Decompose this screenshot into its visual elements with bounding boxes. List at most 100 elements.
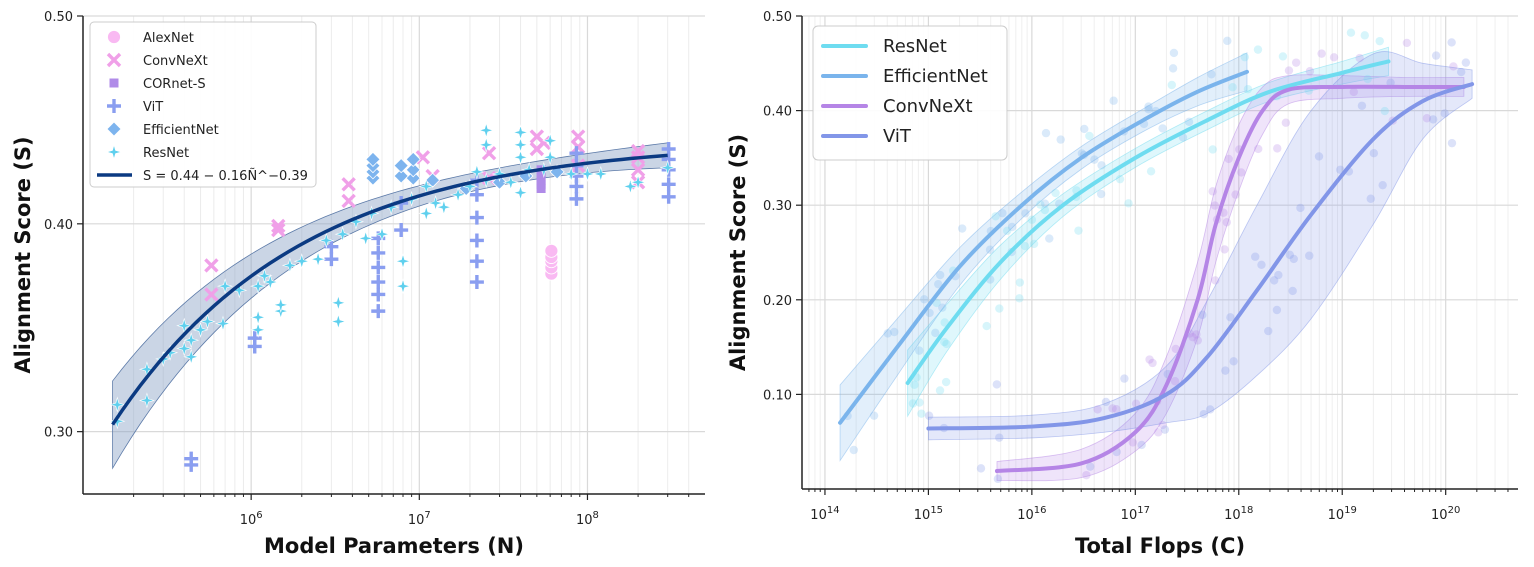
resnet-point xyxy=(109,396,126,413)
resnet-point xyxy=(592,165,609,183)
convnext-point xyxy=(341,177,356,192)
resnet-point xyxy=(542,149,559,166)
legend-label-resnet: ResNet xyxy=(883,36,947,57)
legend-marker-cornet-s xyxy=(109,78,119,88)
efficientnet-sample-point xyxy=(1169,48,1179,58)
convnext-sample-point xyxy=(1402,38,1412,48)
resnet-point xyxy=(435,199,452,216)
convnext-sample-point xyxy=(1170,377,1180,386)
vit-point xyxy=(371,275,386,290)
vit-sample-point xyxy=(1257,260,1266,270)
x-tick-label: 1016 xyxy=(1017,505,1046,523)
convnext-sample-point xyxy=(1273,144,1282,153)
resnet-point xyxy=(418,205,435,222)
x-tick-label: 1018 xyxy=(1224,505,1253,523)
convnext-sample-point xyxy=(1158,420,1167,430)
resnet-sample-point xyxy=(1051,188,1060,198)
y-tick-label: 0.30 xyxy=(763,199,792,214)
convnext-sample-point xyxy=(1188,332,1197,342)
efficientnet-sample-point xyxy=(938,303,947,312)
resnet-point xyxy=(563,165,580,183)
convnext-sample-point xyxy=(1291,58,1301,67)
legend-marker-vit xyxy=(107,99,121,113)
convnext-sample-point xyxy=(1210,201,1220,210)
legend-marker-resnet xyxy=(105,143,123,161)
resnet-sample-point xyxy=(1002,226,1012,235)
legend-label-vit: ViT xyxy=(883,126,912,147)
efficientnet-sample-point xyxy=(849,445,858,455)
convnext-point xyxy=(630,162,646,177)
resnet-sample-point xyxy=(1375,36,1384,46)
convnext-sample-point xyxy=(1108,404,1117,413)
resnet-point xyxy=(629,174,647,191)
convnext-sample-point xyxy=(1349,87,1358,97)
right-legend: ResNet EfficientNet ConvNeXt ViT xyxy=(812,25,1008,161)
vit-sample-point xyxy=(1198,310,1207,320)
vit-sample-point xyxy=(1461,58,1471,67)
vit-sample-point xyxy=(1378,180,1387,190)
x-tick-label: 106 xyxy=(240,510,263,528)
scatter-vit xyxy=(924,38,1471,484)
band-convnext xyxy=(996,74,1465,482)
vit-sample-point xyxy=(1314,152,1324,161)
convnext-point xyxy=(536,135,552,150)
x-tick-label: 1014 xyxy=(810,505,839,523)
legend-frame xyxy=(89,21,317,188)
vit-point xyxy=(569,191,584,206)
convnext-sample-point xyxy=(1082,470,1091,480)
efficientnet-sample-point xyxy=(1158,124,1167,133)
x-tick-label: 1017 xyxy=(1121,505,1150,523)
vit-sample-point xyxy=(1101,397,1111,407)
efficientnet-sample-point xyxy=(1080,124,1089,134)
efficientnet-point xyxy=(405,162,421,178)
convnext-sample-point xyxy=(1449,62,1458,71)
convnext-sample-point xyxy=(1128,438,1137,447)
vit-sample-point xyxy=(1137,440,1146,450)
line-resnet xyxy=(905,59,1391,386)
efficientnet-sample-point xyxy=(934,279,943,289)
resnet-sample-point xyxy=(1115,174,1125,184)
efficientnet-sample-point xyxy=(957,224,967,233)
resnet-point xyxy=(330,313,347,330)
legend-label-convnext: ConvNeXt xyxy=(143,54,208,69)
legend-marker-convnext xyxy=(106,52,122,68)
vit-point xyxy=(569,146,584,161)
resnet-sample-point xyxy=(1040,205,1050,215)
band-resnet xyxy=(907,46,1389,418)
efficientnet-sample-point xyxy=(1045,234,1054,243)
convnext-sample-point xyxy=(1422,114,1432,123)
resnet-sample-point xyxy=(940,337,949,347)
convnext-point xyxy=(481,145,497,161)
band-vit xyxy=(928,51,1473,441)
vit-sample-point xyxy=(1229,357,1238,366)
resnet-point xyxy=(357,230,374,247)
resnet-point xyxy=(217,278,234,295)
vit-sample-point xyxy=(1251,252,1260,261)
resnet-point xyxy=(309,251,327,268)
convnext-point xyxy=(570,129,586,144)
efficientnet-sample-point xyxy=(890,327,899,337)
efficientnet-point xyxy=(365,151,381,167)
resnet-sample-point xyxy=(942,339,951,349)
vit-sample-point xyxy=(924,411,934,420)
y-axis-title: Alignment Score (S) xyxy=(11,136,35,373)
efficientnet-sample-point xyxy=(1090,155,1099,164)
resnet-point xyxy=(281,257,299,274)
resnet-point xyxy=(318,232,335,249)
resnet-sample-point xyxy=(1124,199,1133,208)
vit-point xyxy=(661,177,676,192)
vit-sample-point xyxy=(1269,276,1279,285)
legend-label-cornet-s: CORnet-S xyxy=(143,77,206,92)
resnet-point xyxy=(478,136,495,153)
convnext-point xyxy=(630,143,646,159)
resnet-point xyxy=(250,278,267,295)
y-axis-title: Alignment Score (S) xyxy=(726,134,750,371)
resnet-point xyxy=(214,315,232,332)
resnet-sample-point xyxy=(1146,167,1156,176)
efficientnet-sample-point xyxy=(1041,128,1051,138)
vit-point xyxy=(469,210,484,225)
x-axis-title: Model Parameters (N) xyxy=(264,534,524,558)
vit-sample-point xyxy=(992,380,1002,389)
resnet-point xyxy=(512,124,529,141)
convnext-point xyxy=(204,287,219,302)
